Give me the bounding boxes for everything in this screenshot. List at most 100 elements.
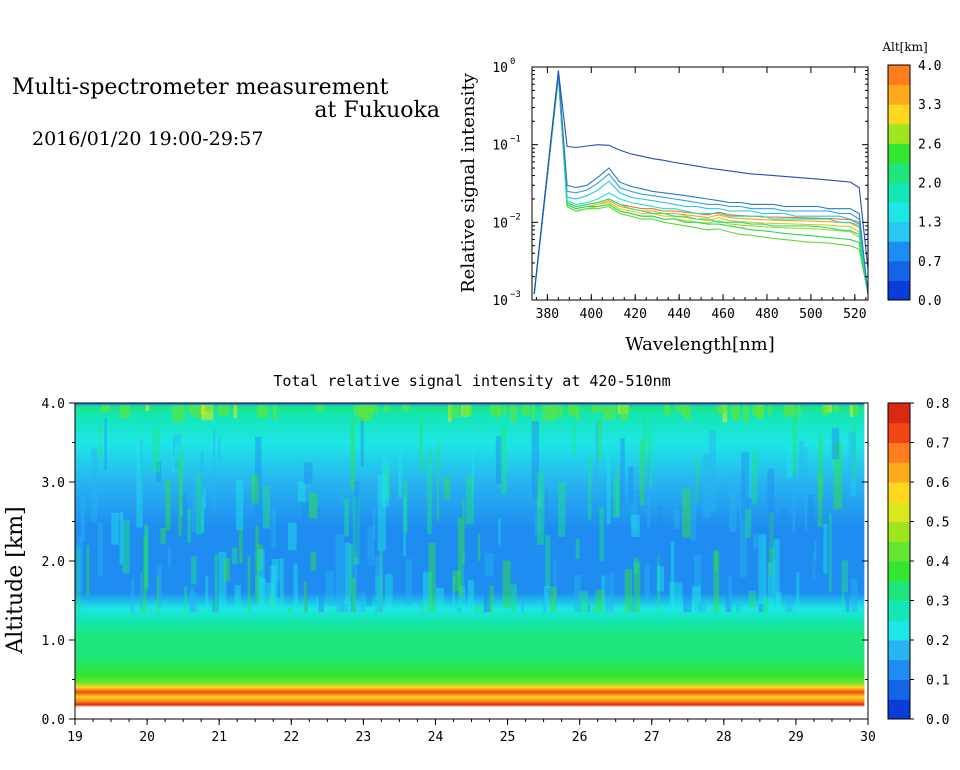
- spectrum-y-tick-exponent: −2: [510, 212, 521, 222]
- heatmap-streak: [99, 432, 104, 448]
- heatmap-streak: [303, 462, 313, 484]
- altitude-colorbar-tick-label: 2.0: [918, 177, 941, 192]
- heatmap-top-fringe: [363, 404, 374, 420]
- datetime-label: 2016/01/20 19:00-29:57: [32, 128, 264, 150]
- intensity-colorbar-segment: [888, 640, 910, 661]
- heatmap-streak: [775, 591, 782, 613]
- heatmap-streak: [191, 481, 197, 533]
- heatmap-streak: [851, 439, 857, 496]
- heatmap-streak: [205, 576, 209, 611]
- heatmap-top-fringe: [101, 404, 111, 412]
- heatmap-top-fringe: [620, 404, 629, 421]
- heatmap-x-tick-label: 29: [788, 730, 804, 745]
- heatmap-streak: [293, 563, 298, 613]
- heatmap-streak: [341, 604, 349, 613]
- altitude-colorbar-segment: [888, 84, 910, 105]
- heatmap-streak: [350, 593, 355, 613]
- spectrum-y-tick-label: 10: [492, 139, 508, 154]
- heatmap-streak: [235, 480, 244, 530]
- heatmap-streak: [148, 605, 152, 613]
- heatmap-x-tick-label: 20: [139, 730, 155, 745]
- heatmap-top-fringe: [752, 404, 765, 417]
- heatmap-streak: [77, 536, 83, 593]
- heatmap-top-fringe: [502, 404, 507, 415]
- spectrum-x-tick-label: 460: [711, 307, 734, 322]
- heatmap-streak: [304, 585, 308, 613]
- heatmap-top-fringe: [531, 404, 536, 421]
- heatmap-streak: [683, 592, 692, 613]
- heatmap-streak: [239, 527, 243, 564]
- intensity-colorbar-segment: [888, 561, 910, 582]
- spectrum-series-7: [533, 75, 868, 294]
- time-altitude-plot: Total relative signal intensity at 420-5…: [3, 372, 950, 745]
- spectrum-series-4: [533, 72, 868, 294]
- heatmap-title: Total relative signal intensity at 420-5…: [273, 372, 670, 390]
- heatmap-streak: [377, 474, 386, 551]
- heatmap-streak: [349, 544, 353, 596]
- altitude-colorbar-segment: [888, 280, 910, 301]
- heatmap-streak: [456, 607, 462, 613]
- intensity-colorbar-segment: [888, 403, 910, 424]
- heatmap-streak: [682, 488, 691, 538]
- heatmap-streak: [302, 503, 309, 553]
- altitude-colorbar-tick-label: 0.0: [918, 294, 941, 309]
- heatmap-streak: [674, 509, 680, 530]
- heatmap-streak: [510, 584, 517, 613]
- heatmap-streak: [474, 605, 483, 613]
- heatmap-streak: [174, 443, 182, 461]
- heatmap-streak: [139, 572, 143, 609]
- heatmap-streak: [423, 571, 432, 613]
- heatmap-streak: [80, 495, 85, 541]
- heatmap-top-fringe: [204, 404, 212, 412]
- heatmap-y-tick-label: 4.0: [42, 397, 65, 412]
- heatmap-top-fringe: [448, 404, 460, 418]
- heatmap-x-tick-label: 30: [860, 730, 876, 745]
- heatmap-top-fringe: [849, 404, 854, 417]
- heatmap-x-tick-label: 25: [500, 730, 516, 745]
- heatmap-streak: [620, 438, 625, 506]
- heatmap-streak: [317, 507, 321, 563]
- heatmap-streak: [748, 591, 757, 608]
- heatmap-streak: [573, 575, 581, 613]
- heatmap-streak: [91, 447, 98, 522]
- intensity-colorbar-segment: [888, 462, 910, 483]
- heatmap-streak: [180, 444, 183, 517]
- heatmap-top-fringe: [674, 404, 686, 411]
- heatmap-streak: [604, 563, 611, 596]
- heatmap-streak: [831, 527, 834, 581]
- heatmap-streak: [575, 538, 580, 560]
- heatmap-streak: [251, 474, 259, 504]
- heatmap-streak: [403, 481, 408, 532]
- heatmap-streak: [359, 591, 366, 613]
- heatmap-streak: [823, 523, 828, 574]
- intensity-colorbar-segment: [888, 659, 910, 680]
- altitude-colorbar-segment: [888, 143, 910, 164]
- heatmap-top-fringe: [783, 404, 796, 417]
- intensity-colorbar: 0.0 0.1 0.2 0.3 0.4 0.5 0.6 0.7 0.8: [887, 397, 950, 728]
- heatmap-streak: [624, 569, 633, 613]
- heatmap-streak: [145, 528, 148, 592]
- altitude-colorbar-tick-label: 2.6: [918, 137, 941, 152]
- heatmap-streak: [796, 572, 800, 613]
- heatmap-streak: [213, 426, 216, 510]
- heatmap-top-fringe: [172, 404, 185, 423]
- heatmap-x-tick-label: 23: [356, 730, 372, 745]
- intensity-colorbar-segment: [888, 679, 910, 700]
- heatmap-streak: [483, 588, 488, 613]
- heatmap-streak: [354, 481, 360, 558]
- heatmap-streak: [214, 554, 218, 613]
- heatmap-streak: [631, 514, 640, 537]
- heatmap-streak: [509, 545, 512, 586]
- heatmap-streak: [643, 417, 647, 466]
- spectrum-x-tick-label: 420: [623, 307, 646, 322]
- heatmap-streak: [155, 461, 162, 482]
- heatmap-streak: [766, 598, 774, 613]
- heatmap-streak: [360, 417, 364, 467]
- altitude-colorbar-tick-label: 3.3: [918, 98, 941, 113]
- heatmap-top-fringe: [462, 404, 473, 417]
- altitude-colorbar-segment: [888, 221, 910, 242]
- heatmap-streak: [657, 506, 663, 565]
- heatmap-streak: [212, 551, 220, 613]
- heatmap-streak: [696, 458, 699, 503]
- heatmap-field: [75, 403, 865, 719]
